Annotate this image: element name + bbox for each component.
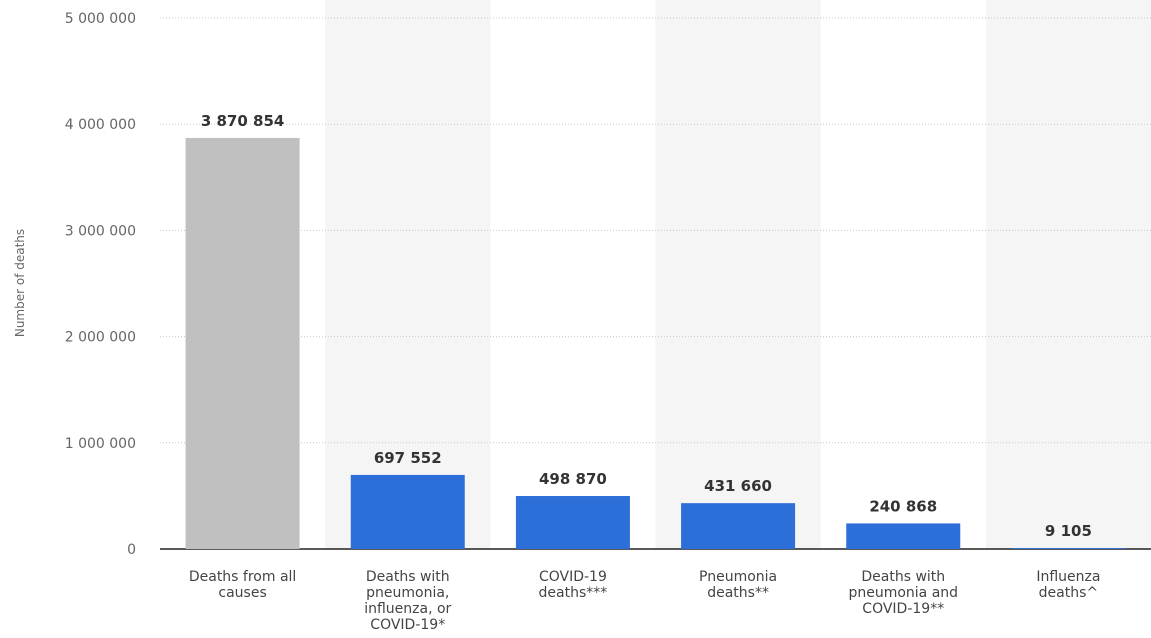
x-tick-label: Pneumonia deaths** xyxy=(699,569,777,601)
y-tick-label: 3 000 000 xyxy=(65,223,136,239)
y-tick-label: 2 000 000 xyxy=(65,330,136,346)
x-tick-label: Deaths from all causes xyxy=(189,569,296,601)
background-band xyxy=(655,0,821,549)
x-tick-label-line: pneumonia and xyxy=(848,585,958,601)
bar xyxy=(1011,548,1126,549)
alternating-bands xyxy=(325,0,1151,549)
bars xyxy=(185,137,1126,550)
x-tick-label-line: Influenza xyxy=(1036,569,1100,585)
x-tick-label: COVID-19 deaths*** xyxy=(539,569,608,601)
y-tick-label: 1 000 000 xyxy=(65,436,136,452)
data-label: 697 552 xyxy=(374,449,442,467)
x-tick-label-line: influenza, or xyxy=(364,601,451,617)
x-tick-label-line: causes xyxy=(218,585,266,601)
x-tick-label-line: deaths** xyxy=(707,585,769,601)
x-tick-label-line: COVID-19** xyxy=(862,601,944,617)
y-tick-label: 4 000 000 xyxy=(65,117,136,133)
x-tick-label-line: Deaths with xyxy=(366,569,450,585)
data-label: 240 868 xyxy=(869,497,937,515)
gridlines xyxy=(160,17,1151,550)
bar xyxy=(515,496,630,549)
y-axis: 0 1 000 000 2 000 000 3 000 000 4 000 000 5 0… xyxy=(65,11,136,558)
data-label: 9 105 xyxy=(1045,522,1092,540)
data-label: 498 870 xyxy=(539,470,607,488)
x-tick-label-line: COVID-19* xyxy=(370,617,445,633)
x-tick-label-line: Deaths from all xyxy=(189,569,296,585)
x-tick-label: Influenza deaths^ xyxy=(1036,569,1100,601)
bar xyxy=(185,137,300,550)
bar xyxy=(681,503,796,549)
bar xyxy=(350,474,465,549)
background-band xyxy=(325,0,491,549)
y-tick-label: 0 xyxy=(127,542,136,558)
data-label: 3 870 854 xyxy=(201,112,285,130)
x-tick-label-line: deaths^ xyxy=(1039,585,1098,601)
y-axis-title: Number of deaths xyxy=(13,229,27,337)
x-tick-label-line: pneumonia, xyxy=(366,585,449,601)
bar xyxy=(846,523,961,549)
x-tick-label-line: COVID-19 xyxy=(539,569,607,585)
data-labels: 3 870 854 697 552 498 870 431 660 240 868 9 1… xyxy=(201,112,1092,540)
x-tick-label-line: deaths*** xyxy=(539,585,608,601)
x-tick-label: Deaths with pneumonia and COVID-19** xyxy=(848,569,958,617)
x-tick-label-line: Deaths with xyxy=(861,569,945,585)
x-tick-label-line: Pneumonia xyxy=(699,569,777,585)
data-label: 431 660 xyxy=(704,477,772,495)
background-band xyxy=(985,0,1151,549)
x-tick-label: Deaths with pneumonia, influenza, or COVID-… xyxy=(364,569,451,633)
y-tick-label: 5 000 000 xyxy=(65,11,136,27)
